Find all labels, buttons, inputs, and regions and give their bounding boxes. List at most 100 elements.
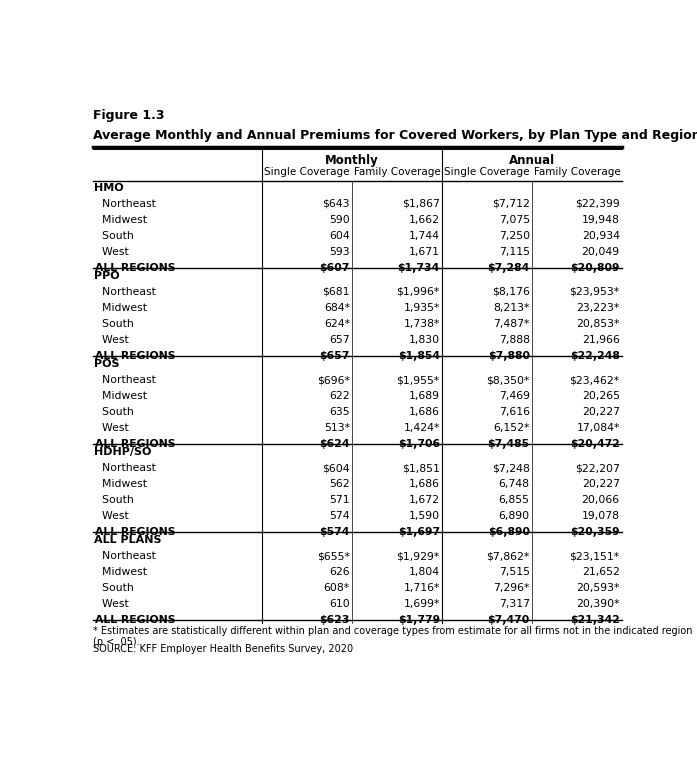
Text: 20,049: 20,049	[581, 246, 620, 257]
Text: 6,152*: 6,152*	[493, 423, 530, 433]
Text: ALL PLANS: ALL PLANS	[94, 536, 162, 545]
Text: $655*: $655*	[317, 551, 350, 561]
Text: Family Coverage: Family Coverage	[533, 168, 620, 177]
Text: $643: $643	[322, 199, 350, 209]
Text: 21,966: 21,966	[582, 335, 620, 345]
Text: 20,227: 20,227	[582, 479, 620, 489]
Text: $574: $574	[319, 526, 350, 537]
Text: 1,672: 1,672	[408, 495, 440, 505]
Text: $21,342: $21,342	[570, 615, 620, 625]
Text: ALL REGIONS: ALL REGIONS	[95, 262, 176, 272]
Text: West: West	[95, 423, 129, 433]
Text: South: South	[95, 495, 134, 505]
Text: 1,935*: 1,935*	[404, 303, 440, 313]
Text: $624: $624	[319, 438, 350, 448]
Text: $7,284: $7,284	[487, 262, 530, 272]
Text: 571: 571	[329, 495, 350, 505]
Text: South: South	[95, 583, 134, 593]
Text: $6,890: $6,890	[488, 526, 530, 537]
Text: $1,854: $1,854	[398, 350, 440, 360]
Text: ALL REGIONS: ALL REGIONS	[95, 438, 176, 448]
Text: Monthly: Monthly	[325, 154, 378, 167]
Text: 1,738*: 1,738*	[404, 319, 440, 329]
Text: $7,712: $7,712	[492, 199, 530, 209]
Text: Midwest: Midwest	[95, 303, 147, 313]
Text: 20,934: 20,934	[582, 231, 620, 241]
Text: 1,830: 1,830	[408, 335, 440, 345]
Text: $604: $604	[322, 463, 350, 473]
Text: 6,748: 6,748	[499, 479, 530, 489]
Text: 6,890: 6,890	[498, 511, 530, 521]
Text: Northeast: Northeast	[95, 199, 156, 209]
Text: 20,593*: 20,593*	[576, 583, 620, 593]
Text: 562: 562	[329, 479, 350, 489]
Text: 622: 622	[329, 391, 350, 401]
Text: 7,888: 7,888	[499, 335, 530, 345]
Text: 624*: 624*	[324, 319, 350, 329]
Text: 626: 626	[329, 567, 350, 577]
Text: $7,470: $7,470	[487, 615, 530, 625]
Text: 1,671: 1,671	[408, 246, 440, 257]
Text: 20,066: 20,066	[581, 495, 620, 505]
Text: Family Coverage: Family Coverage	[353, 168, 441, 177]
Text: 574: 574	[329, 511, 350, 521]
Text: 593: 593	[329, 246, 350, 257]
Text: $7,862*: $7,862*	[487, 551, 530, 561]
Text: $20,472: $20,472	[570, 438, 620, 448]
Text: $623: $623	[319, 615, 350, 625]
Text: HMO: HMO	[94, 183, 124, 193]
Text: 7,250: 7,250	[498, 231, 530, 241]
Text: 8,213*: 8,213*	[493, 303, 530, 313]
Text: West: West	[95, 335, 129, 345]
Text: 1,686: 1,686	[408, 479, 440, 489]
Text: Single Coverage: Single Coverage	[444, 168, 530, 177]
Text: $20,359: $20,359	[570, 526, 620, 537]
Text: 604: 604	[329, 231, 350, 241]
Text: 7,487*: 7,487*	[493, 319, 530, 329]
Text: ALL REGIONS: ALL REGIONS	[95, 350, 176, 360]
Text: South: South	[95, 231, 134, 241]
Text: 20,390*: 20,390*	[576, 599, 620, 609]
Text: Annual: Annual	[509, 154, 555, 167]
Text: $7,485: $7,485	[488, 438, 530, 448]
Text: $1,851: $1,851	[402, 463, 440, 473]
Text: $8,350*: $8,350*	[487, 375, 530, 385]
Text: $7,248: $7,248	[492, 463, 530, 473]
Text: $23,151*: $23,151*	[569, 551, 620, 561]
Text: $1,779: $1,779	[397, 615, 440, 625]
Text: $23,953*: $23,953*	[569, 287, 620, 297]
Text: 1,689: 1,689	[408, 391, 440, 401]
Text: 1,699*: 1,699*	[404, 599, 440, 609]
Text: PPO: PPO	[94, 271, 120, 281]
Text: $22,207: $22,207	[575, 463, 620, 473]
Text: 1,744: 1,744	[408, 231, 440, 241]
Text: 1,590: 1,590	[408, 511, 440, 521]
Text: 20,227: 20,227	[582, 407, 620, 417]
Text: Midwest: Midwest	[95, 479, 147, 489]
Text: 7,469: 7,469	[499, 391, 530, 401]
Text: ALL REGIONS: ALL REGIONS	[95, 526, 176, 537]
Text: 23,223*: 23,223*	[576, 303, 620, 313]
Text: Northeast: Northeast	[95, 375, 156, 385]
Text: * Estimates are statistically different within plan and coverage types from esti: * Estimates are statistically different …	[93, 626, 692, 647]
Text: 17,084*: 17,084*	[576, 423, 620, 433]
Text: 635: 635	[329, 407, 350, 417]
Text: West: West	[95, 246, 129, 257]
Text: $7,880: $7,880	[488, 350, 530, 360]
Text: West: West	[95, 599, 129, 609]
Text: 20,853*: 20,853*	[576, 319, 620, 329]
Text: 590: 590	[329, 215, 350, 225]
Text: 1,686: 1,686	[408, 407, 440, 417]
Text: Midwest: Midwest	[95, 567, 147, 577]
Text: 7,296*: 7,296*	[493, 583, 530, 593]
Text: 1,662: 1,662	[408, 215, 440, 225]
Text: $1,697: $1,697	[397, 526, 440, 537]
Text: 7,115: 7,115	[499, 246, 530, 257]
Text: 1,424*: 1,424*	[404, 423, 440, 433]
Text: South: South	[95, 407, 134, 417]
Text: 19,948: 19,948	[582, 215, 620, 225]
Text: Midwest: Midwest	[95, 391, 147, 401]
Text: 513*: 513*	[324, 423, 350, 433]
Text: 7,515: 7,515	[499, 567, 530, 577]
Text: $1,996*: $1,996*	[397, 287, 440, 297]
